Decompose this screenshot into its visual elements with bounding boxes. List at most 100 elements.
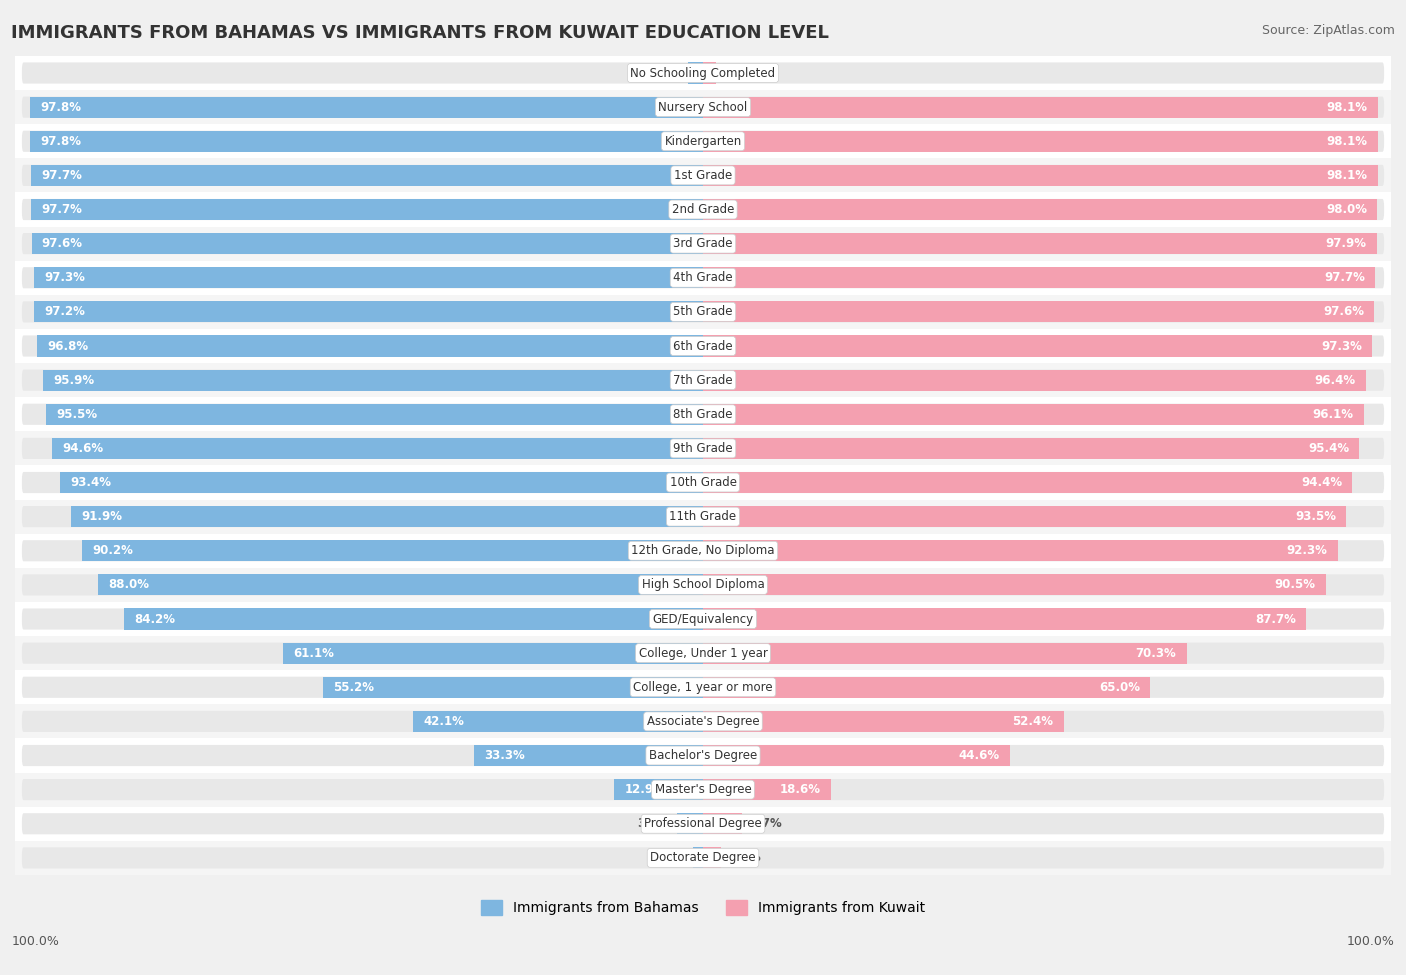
Text: No Schooling Completed: No Schooling Completed: [630, 66, 776, 80]
Bar: [703, 370, 1367, 391]
Text: 94.6%: 94.6%: [62, 442, 104, 455]
Bar: [97, 574, 703, 596]
Text: 84.2%: 84.2%: [134, 612, 174, 626]
Text: 100.0%: 100.0%: [1347, 935, 1395, 948]
Bar: [703, 335, 1372, 357]
Text: 7th Grade: 7th Grade: [673, 373, 733, 387]
Text: 1.9%: 1.9%: [723, 66, 755, 80]
Text: 92.3%: 92.3%: [1286, 544, 1327, 558]
Bar: [52, 438, 703, 459]
Bar: [474, 745, 703, 766]
Bar: [46, 404, 703, 425]
Bar: [15, 329, 1391, 363]
Bar: [703, 711, 1063, 732]
Bar: [703, 301, 1375, 323]
Bar: [15, 636, 1391, 670]
Text: 2.6%: 2.6%: [728, 851, 761, 865]
Text: 93.5%: 93.5%: [1295, 510, 1336, 524]
FancyBboxPatch shape: [22, 370, 1384, 391]
Text: 97.7%: 97.7%: [41, 203, 82, 216]
Bar: [614, 779, 703, 800]
FancyBboxPatch shape: [22, 131, 1384, 152]
Bar: [703, 97, 1378, 118]
Bar: [323, 677, 703, 698]
Bar: [15, 499, 1391, 533]
Text: 97.3%: 97.3%: [44, 271, 84, 285]
Text: 90.5%: 90.5%: [1274, 578, 1316, 592]
FancyBboxPatch shape: [22, 779, 1384, 800]
Bar: [15, 533, 1391, 567]
FancyBboxPatch shape: [22, 301, 1384, 323]
FancyBboxPatch shape: [22, 404, 1384, 425]
Legend: Immigrants from Bahamas, Immigrants from Kuwait: Immigrants from Bahamas, Immigrants from…: [475, 895, 931, 920]
Bar: [83, 540, 703, 562]
FancyBboxPatch shape: [22, 267, 1384, 289]
FancyBboxPatch shape: [22, 97, 1384, 118]
Bar: [37, 335, 703, 357]
Text: 1st Grade: 1st Grade: [673, 169, 733, 182]
Bar: [15, 90, 1391, 124]
Text: GED/Equivalency: GED/Equivalency: [652, 612, 754, 626]
Text: College, Under 1 year: College, Under 1 year: [638, 646, 768, 660]
Text: IMMIGRANTS FROM BAHAMAS VS IMMIGRANTS FROM KUWAIT EDUCATION LEVEL: IMMIGRANTS FROM BAHAMAS VS IMMIGRANTS FR…: [11, 24, 830, 42]
Text: 97.7%: 97.7%: [1324, 271, 1365, 285]
Bar: [676, 813, 703, 835]
Bar: [703, 472, 1353, 493]
Text: 97.8%: 97.8%: [41, 100, 82, 114]
Bar: [413, 711, 703, 732]
Bar: [15, 772, 1391, 806]
Bar: [703, 847, 721, 869]
Bar: [703, 779, 831, 800]
Text: 96.8%: 96.8%: [48, 339, 89, 353]
Text: 65.0%: 65.0%: [1099, 681, 1140, 694]
Text: Associate's Degree: Associate's Degree: [647, 715, 759, 728]
Bar: [703, 813, 742, 835]
FancyBboxPatch shape: [22, 472, 1384, 493]
Bar: [15, 192, 1391, 226]
Bar: [703, 574, 1326, 596]
Text: 18.6%: 18.6%: [780, 783, 821, 797]
Bar: [703, 608, 1306, 630]
Text: 94.4%: 94.4%: [1301, 476, 1343, 489]
Text: 97.9%: 97.9%: [1326, 237, 1367, 251]
Bar: [703, 643, 1187, 664]
Bar: [15, 56, 1391, 90]
Bar: [688, 62, 703, 84]
Text: 4th Grade: 4th Grade: [673, 271, 733, 285]
Bar: [31, 165, 703, 186]
Bar: [703, 404, 1364, 425]
Text: 55.2%: 55.2%: [333, 681, 374, 694]
Text: High School Diploma: High School Diploma: [641, 578, 765, 592]
Bar: [30, 97, 703, 118]
Bar: [15, 397, 1391, 431]
Bar: [283, 643, 703, 664]
Text: 9th Grade: 9th Grade: [673, 442, 733, 455]
FancyBboxPatch shape: [22, 540, 1384, 562]
Text: 6th Grade: 6th Grade: [673, 339, 733, 353]
Text: 98.1%: 98.1%: [1327, 169, 1368, 182]
Text: 3.8%: 3.8%: [637, 817, 671, 831]
Text: 12th Grade, No Diploma: 12th Grade, No Diploma: [631, 544, 775, 558]
Bar: [15, 670, 1391, 704]
Bar: [30, 131, 703, 152]
Bar: [15, 567, 1391, 602]
FancyBboxPatch shape: [22, 608, 1384, 630]
Text: 42.1%: 42.1%: [423, 715, 464, 728]
Text: Nursery School: Nursery School: [658, 100, 748, 114]
Bar: [703, 540, 1339, 562]
FancyBboxPatch shape: [22, 847, 1384, 869]
Text: 97.8%: 97.8%: [41, 135, 82, 148]
Text: Bachelor's Degree: Bachelor's Degree: [650, 749, 756, 762]
Bar: [44, 370, 703, 391]
Text: 2.2%: 2.2%: [648, 66, 681, 80]
Text: Professional Degree: Professional Degree: [644, 817, 762, 831]
Text: 96.4%: 96.4%: [1315, 373, 1355, 387]
Bar: [703, 131, 1378, 152]
FancyBboxPatch shape: [22, 199, 1384, 220]
Bar: [15, 704, 1391, 738]
FancyBboxPatch shape: [22, 165, 1384, 186]
Text: 98.0%: 98.0%: [1326, 203, 1367, 216]
Bar: [15, 738, 1391, 772]
Bar: [15, 294, 1391, 329]
Text: 52.4%: 52.4%: [1012, 715, 1053, 728]
